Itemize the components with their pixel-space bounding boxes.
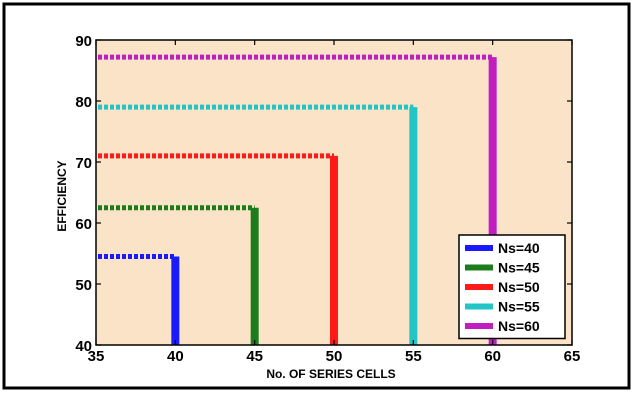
x-tick-label: 55 bbox=[405, 348, 422, 365]
x-tick-label: 45 bbox=[246, 348, 263, 365]
x-tick-label: 60 bbox=[484, 348, 501, 365]
legend-label: Ns=40 bbox=[498, 240, 540, 256]
legend-label: Ns=55 bbox=[498, 299, 540, 315]
y-tick-label: 90 bbox=[75, 33, 92, 50]
x-tick-label: 65 bbox=[564, 348, 581, 365]
x-axis-label: No. OF SERIES CELLS bbox=[266, 367, 395, 381]
x-tick-label: 40 bbox=[167, 348, 184, 365]
y-tick-label: 50 bbox=[75, 277, 92, 294]
legend-label: Ns=50 bbox=[498, 279, 540, 295]
legend-label: Ns=60 bbox=[498, 318, 540, 334]
y-tick-label: 80 bbox=[75, 94, 92, 111]
x-tick-label: 50 bbox=[326, 348, 343, 365]
y-tick-label: 70 bbox=[75, 155, 92, 172]
y-tick-label: 40 bbox=[75, 338, 92, 355]
y-axis-label: EFFICIENCY bbox=[55, 160, 69, 231]
legend: Ns=40 Ns=45 Ns=50 Ns=55 Ns=60 bbox=[459, 235, 565, 339]
y-tick-label: 60 bbox=[75, 216, 92, 233]
legend-label: Ns=45 bbox=[498, 260, 540, 276]
